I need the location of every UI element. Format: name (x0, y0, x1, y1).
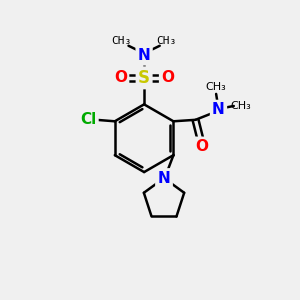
Text: CH₃: CH₃ (157, 36, 177, 46)
Text: CH₃: CH₃ (111, 36, 132, 46)
Text: N: N (158, 171, 170, 186)
Text: O: O (114, 70, 127, 86)
Text: CH₃: CH₃ (205, 82, 226, 92)
Text: O: O (195, 139, 208, 154)
Text: CH₃: CH₃ (231, 101, 251, 111)
Text: O: O (161, 70, 174, 86)
Text: S: S (138, 69, 150, 87)
Text: N: N (212, 102, 225, 117)
Circle shape (157, 171, 171, 185)
Text: N: N (138, 48, 151, 63)
Text: N: N (158, 171, 170, 186)
Text: Cl: Cl (80, 112, 96, 127)
